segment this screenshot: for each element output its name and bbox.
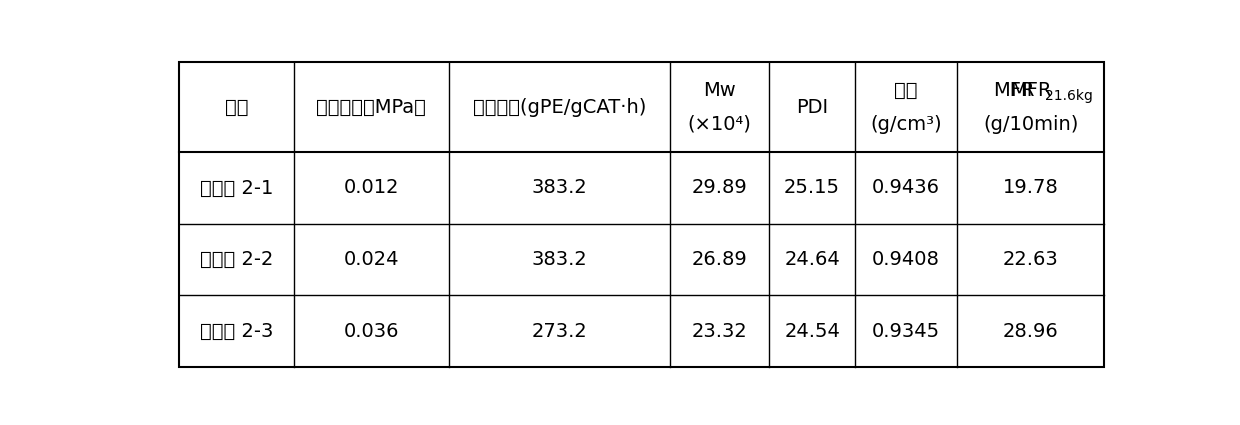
Text: 0.036: 0.036 [343, 322, 399, 340]
Text: 29.89: 29.89 [692, 178, 748, 198]
Text: 19.78: 19.78 [1003, 178, 1059, 198]
Text: 0.012: 0.012 [343, 178, 399, 198]
Text: 25.15: 25.15 [784, 178, 839, 198]
Text: 24.54: 24.54 [784, 322, 839, 340]
Text: PDI: PDI [796, 98, 828, 117]
Text: 28.96: 28.96 [1003, 322, 1059, 340]
Text: 273.2: 273.2 [532, 322, 588, 340]
Text: 实施例 2-2: 实施例 2-2 [200, 250, 273, 269]
Text: (×10⁴): (×10⁴) [688, 115, 751, 134]
Text: 0.9408: 0.9408 [872, 250, 940, 269]
Text: (g/cm³): (g/cm³) [870, 115, 942, 134]
Text: 0.9436: 0.9436 [872, 178, 940, 198]
Text: MFR: MFR [1011, 81, 1052, 100]
Text: (g/10min): (g/10min) [983, 115, 1079, 134]
Text: 编号: 编号 [224, 98, 248, 117]
Text: MFR: MFR [993, 81, 1034, 100]
Text: 22.63: 22.63 [1003, 250, 1059, 269]
Text: 383.2: 383.2 [532, 178, 588, 198]
Text: 实施例 2-1: 实施例 2-1 [200, 178, 273, 198]
Text: 实施例 2-3: 实施例 2-3 [200, 322, 273, 340]
Text: 383.2: 383.2 [532, 250, 588, 269]
Text: 24.64: 24.64 [784, 250, 839, 269]
Text: 聚合活性(gPE/gCAT·h): 聚合活性(gPE/gCAT·h) [472, 98, 646, 117]
Text: 0.9345: 0.9345 [872, 322, 940, 340]
Text: 26.89: 26.89 [692, 250, 748, 269]
Text: 密度: 密度 [894, 81, 918, 100]
Text: 21.6kg: 21.6kg [1045, 89, 1092, 103]
Text: 23.32: 23.32 [692, 322, 748, 340]
Text: 0.024: 0.024 [343, 250, 399, 269]
Text: 丁烯加量（MPa）: 丁烯加量（MPa） [316, 98, 427, 117]
Text: Mw: Mw [703, 81, 735, 100]
